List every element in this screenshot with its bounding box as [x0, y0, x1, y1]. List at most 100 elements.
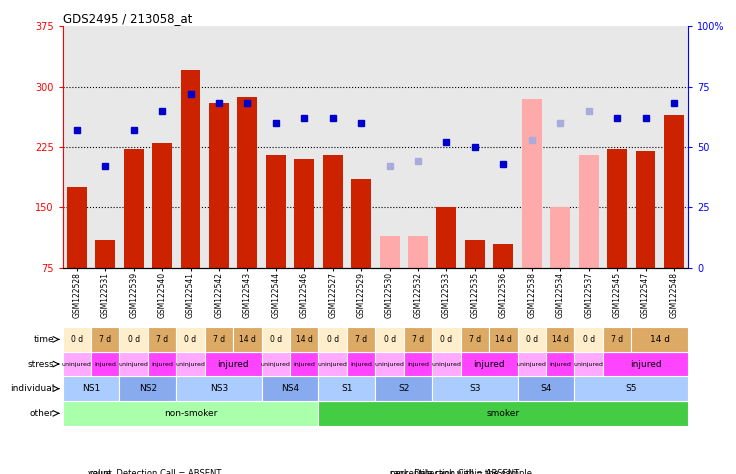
Bar	[574, 327, 603, 352]
Text: 14 d: 14 d	[296, 335, 313, 344]
Bar	[266, 155, 286, 268]
Bar	[63, 352, 91, 376]
Bar	[261, 376, 319, 401]
Text: NS1: NS1	[82, 384, 100, 393]
Text: 7 d: 7 d	[355, 335, 367, 344]
Bar	[461, 327, 489, 352]
Text: S1: S1	[342, 384, 353, 393]
Text: 7 d: 7 d	[469, 335, 481, 344]
Bar	[408, 236, 428, 268]
Text: injured: injured	[151, 362, 173, 366]
Bar	[380, 236, 400, 268]
Text: injured: injured	[473, 360, 505, 368]
Text: injured: injured	[217, 360, 249, 368]
Text: S5: S5	[626, 384, 637, 393]
Text: individual: individual	[10, 384, 54, 393]
Bar	[461, 352, 517, 376]
Bar	[148, 327, 177, 352]
Bar	[375, 376, 432, 401]
Text: 0 d: 0 d	[526, 335, 538, 344]
Text: value, Detection Call = ABSENT: value, Detection Call = ABSENT	[88, 469, 222, 474]
Bar	[152, 143, 172, 268]
Bar	[432, 327, 461, 352]
Bar	[436, 208, 456, 268]
Bar	[290, 327, 319, 352]
Text: time: time	[33, 335, 54, 344]
Text: percentile rank within the sample: percentile rank within the sample	[390, 469, 532, 474]
Text: injured: injured	[407, 362, 429, 366]
Bar	[574, 352, 603, 376]
Bar	[238, 97, 258, 268]
Bar	[489, 327, 517, 352]
Bar	[177, 376, 261, 401]
Bar	[177, 327, 205, 352]
Text: 0 d: 0 d	[383, 335, 396, 344]
Text: 0 d: 0 d	[327, 335, 339, 344]
Bar	[294, 159, 314, 268]
Bar	[180, 71, 200, 268]
Bar	[574, 376, 688, 401]
Bar	[522, 99, 542, 268]
Text: uninjured: uninjured	[176, 362, 205, 366]
Text: uninjured: uninjured	[375, 362, 405, 366]
Bar	[209, 103, 229, 268]
Text: injured: injured	[94, 362, 116, 366]
Bar	[124, 149, 144, 268]
Text: 7 d: 7 d	[611, 335, 623, 344]
Text: injured: injured	[549, 362, 571, 366]
Text: 7 d: 7 d	[156, 335, 168, 344]
Bar	[95, 240, 115, 268]
Text: NS2: NS2	[139, 384, 157, 393]
Bar	[546, 352, 574, 376]
Bar	[465, 240, 485, 268]
Text: injured: injured	[350, 362, 372, 366]
Text: 7 d: 7 d	[412, 335, 424, 344]
Text: injured: injured	[294, 362, 315, 366]
Bar	[375, 352, 404, 376]
Bar	[404, 352, 432, 376]
Text: GDS2495 / 213058_at: GDS2495 / 213058_at	[63, 12, 192, 25]
Text: uninjured: uninjured	[318, 362, 347, 366]
Text: 14 d: 14 d	[239, 335, 256, 344]
Text: count: count	[88, 469, 112, 474]
Text: 0 d: 0 d	[71, 335, 83, 344]
Text: smoker: smoker	[486, 409, 520, 418]
Bar	[347, 352, 375, 376]
Bar	[603, 352, 688, 376]
Bar	[119, 376, 177, 401]
Bar	[607, 149, 627, 268]
Text: S4: S4	[540, 384, 552, 393]
Bar	[603, 327, 631, 352]
Bar	[319, 401, 688, 426]
Bar	[551, 208, 570, 268]
Bar	[177, 352, 205, 376]
Bar	[517, 352, 546, 376]
Text: uninjured: uninjured	[517, 362, 547, 366]
Text: 0 d: 0 d	[270, 335, 282, 344]
Text: uninjured: uninjured	[573, 362, 604, 366]
Text: NS4: NS4	[281, 384, 299, 393]
Bar	[63, 327, 91, 352]
Text: 0 d: 0 d	[583, 335, 595, 344]
Bar	[63, 376, 119, 401]
Bar	[261, 352, 290, 376]
Text: S2: S2	[398, 384, 409, 393]
Bar	[432, 352, 461, 376]
Text: 0 d: 0 d	[185, 335, 197, 344]
Text: uninjured: uninjured	[62, 362, 92, 366]
Bar	[148, 352, 177, 376]
Bar	[91, 327, 119, 352]
Bar	[119, 327, 148, 352]
Text: uninjured: uninjured	[431, 362, 461, 366]
Text: 14 d: 14 d	[552, 335, 569, 344]
Bar	[375, 327, 404, 352]
Bar	[233, 327, 261, 352]
Bar	[323, 155, 343, 268]
Bar	[517, 376, 574, 401]
Bar	[205, 352, 261, 376]
Bar	[347, 327, 375, 352]
Bar	[119, 352, 148, 376]
Text: injured: injured	[630, 360, 662, 368]
Text: uninjured: uninjured	[261, 362, 291, 366]
Bar	[319, 352, 347, 376]
